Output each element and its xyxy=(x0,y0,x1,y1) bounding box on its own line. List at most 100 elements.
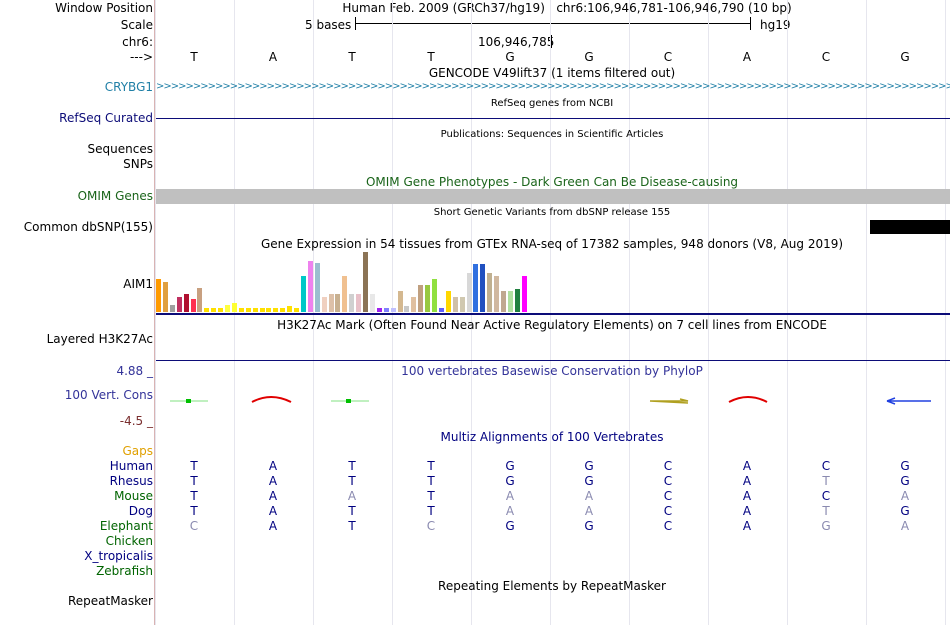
rmsk-track-label[interactable]: RepeatMasker xyxy=(67,594,153,608)
gtex-tissue-bar[interactable] xyxy=(397,291,403,312)
gtex-tissue-bar[interactable] xyxy=(245,308,251,312)
gtex-tissue-bar[interactable] xyxy=(390,308,396,312)
cons-track-label[interactable]: 100 Vert. Cons xyxy=(64,388,153,402)
alignment-base: C xyxy=(663,519,673,533)
cons-glyph-4 xyxy=(649,398,689,404)
publications-snps-label[interactable]: SNPs xyxy=(123,157,153,171)
gtex-tissue-bar[interactable] xyxy=(231,303,237,312)
refseq-track-label[interactable]: RefSeq Curated xyxy=(59,111,153,125)
gtex-tissue-bar[interactable] xyxy=(300,276,306,312)
alignment-base: A xyxy=(268,519,278,533)
gtex-tissue-bar[interactable] xyxy=(190,299,196,312)
alignment-base: A xyxy=(900,489,910,503)
gtex-tissue-bar[interactable] xyxy=(328,294,334,312)
h3k27ac-track-label[interactable]: Layered H3K27Ac xyxy=(46,332,153,346)
gtex-tissue-bar[interactable] xyxy=(418,285,424,312)
gtex-tissue-bar[interactable] xyxy=(314,263,320,312)
gtex-tissue-bar[interactable] xyxy=(238,308,244,312)
reference-base: G xyxy=(505,50,515,64)
gtex-tissue-bar[interactable] xyxy=(376,308,382,312)
dbsnp-feature[interactable] xyxy=(870,220,950,234)
alignment-base: A xyxy=(742,519,752,533)
gtex-tissue-bar[interactable] xyxy=(204,308,210,312)
gtex-tissue-bar[interactable] xyxy=(321,297,327,312)
gtex-tissue-bar[interactable] xyxy=(176,297,182,312)
species-label[interactable]: Mouse xyxy=(114,489,153,503)
gtex-tissue-bar[interactable] xyxy=(197,288,203,312)
alignment-base: G xyxy=(505,519,515,533)
alignment-base: C xyxy=(821,489,831,503)
gtex-tissue-bar[interactable] xyxy=(432,279,437,312)
species-label[interactable]: Zebrafish xyxy=(96,564,153,578)
publications-sequences-label[interactable]: Sequences xyxy=(87,142,153,156)
cons-glyph-1 xyxy=(170,399,208,403)
gtex-tissue-bar[interactable] xyxy=(294,308,299,312)
species-label[interactable]: Rhesus xyxy=(109,474,153,488)
gtex-tissue-bar[interactable] xyxy=(473,264,479,312)
alignment-base: T xyxy=(427,474,435,488)
refseq-feature[interactable] xyxy=(156,118,950,119)
gtex-tissue-bar[interactable] xyxy=(480,264,486,312)
dbsnp-track-label[interactable]: Common dbSNP(155) xyxy=(23,220,153,234)
gtex-track-label[interactable]: AIM1 xyxy=(123,277,153,291)
gtex-tissue-bar[interactable] xyxy=(501,291,506,312)
alignment-base: G xyxy=(900,474,910,488)
alignment-base: C xyxy=(189,519,199,533)
species-label[interactable]: Human xyxy=(109,459,153,473)
reference-base: C xyxy=(821,50,831,64)
gtex-baseline xyxy=(156,313,950,315)
gtex-bar-chart[interactable] xyxy=(156,252,950,312)
gtex-tissue-bar[interactable] xyxy=(225,305,230,312)
gtex-tissue-bar[interactable] xyxy=(259,308,265,312)
cons-title: 100 vertebrates Basewise Conservation by… xyxy=(401,364,703,378)
gtex-tissue-bar[interactable] xyxy=(438,308,444,312)
species-label[interactable]: Chicken xyxy=(105,534,153,548)
gtex-tissue-bar[interactable] xyxy=(494,276,500,312)
alignment-base: A xyxy=(268,489,278,503)
alignment-base: A xyxy=(584,489,594,503)
gtex-tissue-bar[interactable] xyxy=(287,306,293,312)
alignment-base: C xyxy=(663,504,673,518)
grid-line xyxy=(945,0,946,625)
gtex-tissue-bar[interactable] xyxy=(218,308,224,312)
gaps-label[interactable]: Gaps xyxy=(122,444,153,458)
gtex-tissue-bar[interactable] xyxy=(425,285,431,312)
species-label[interactable]: Elephant xyxy=(99,519,153,533)
gtex-tissue-bar[interactable] xyxy=(349,294,355,312)
gtex-tissue-bar[interactable] xyxy=(252,308,258,312)
gtex-tissue-bar[interactable] xyxy=(452,297,458,312)
omim-track-label[interactable]: OMIM Genes xyxy=(77,189,153,203)
gencode-track-label[interactable]: CRYBG1 xyxy=(104,80,153,94)
gtex-tissue-bar[interactable] xyxy=(466,273,472,312)
gtex-tissue-bar[interactable] xyxy=(521,276,527,312)
gtex-tissue-bar[interactable] xyxy=(445,291,451,312)
species-label[interactable]: Dog xyxy=(128,504,153,518)
gtex-tissue-bar[interactable] xyxy=(356,294,362,312)
cons-glyph-6 xyxy=(886,397,931,405)
gtex-tissue-bar[interactable] xyxy=(369,294,375,312)
alignment-base: T xyxy=(427,489,435,503)
gtex-tissue-bar[interactable] xyxy=(307,261,313,312)
gtex-tissue-bar[interactable] xyxy=(342,276,348,312)
publications-title: Publications: Sequences in Scientific Ar… xyxy=(440,129,664,140)
gtex-tissue-bar[interactable] xyxy=(266,308,272,312)
gtex-tissue-bar[interactable] xyxy=(183,294,189,312)
gtex-tissue-bar[interactable] xyxy=(211,308,217,312)
gtex-tissue-bar[interactable] xyxy=(404,306,410,312)
gtex-tissue-bar[interactable] xyxy=(514,289,520,312)
gtex-tissue-bar[interactable] xyxy=(273,308,279,312)
gencode-feature[interactable]: >>>>>>>>>>>>>>>>>>>>>>>>>>>>>>>>>>>>>>>>… xyxy=(156,81,950,92)
gtex-tissue-bar[interactable] xyxy=(383,308,389,312)
gtex-tissue-bar[interactable] xyxy=(280,308,286,312)
gtex-tissue-bar[interactable] xyxy=(459,297,465,312)
gtex-tissue-bar[interactable] xyxy=(169,305,175,312)
gtex-tissue-bar[interactable] xyxy=(363,252,368,312)
gtex-tissue-bar[interactable] xyxy=(487,273,493,312)
gtex-tissue-bar[interactable] xyxy=(411,297,417,312)
gtex-tissue-bar[interactable] xyxy=(156,279,161,312)
gtex-tissue-bar[interactable] xyxy=(507,291,513,312)
gtex-tissue-bar[interactable] xyxy=(162,282,168,312)
omim-feature[interactable] xyxy=(156,189,950,204)
gtex-tissue-bar[interactable] xyxy=(335,294,341,312)
species-label[interactable]: X_tropicalis xyxy=(84,549,153,563)
